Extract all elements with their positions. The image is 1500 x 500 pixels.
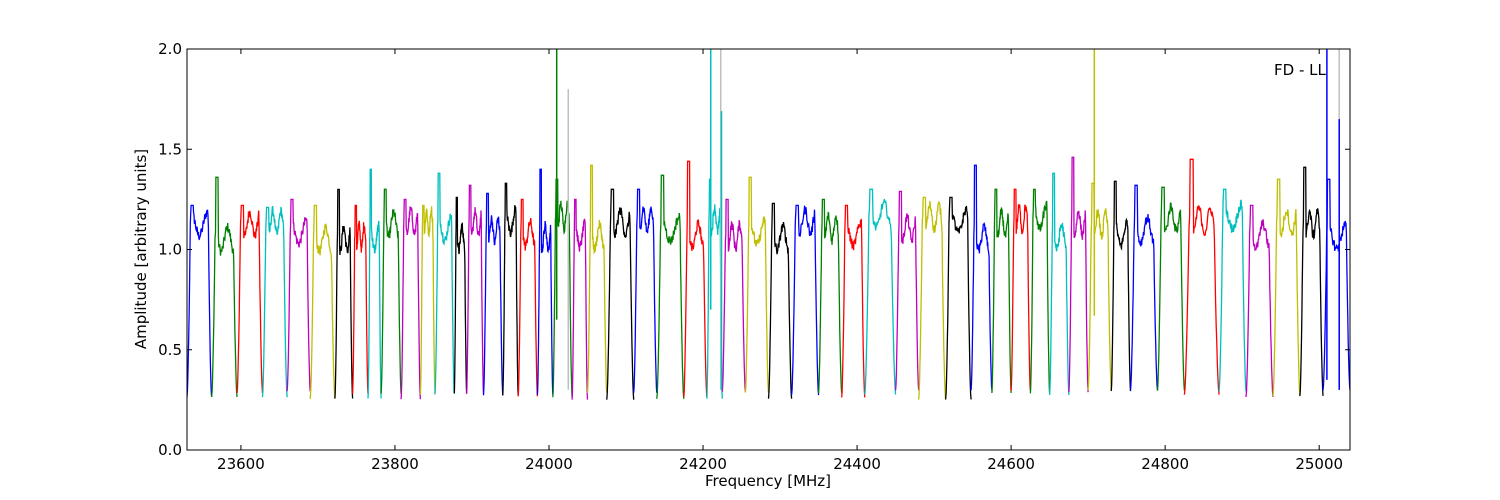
series-line	[502, 182, 519, 396]
series-line	[400, 198, 422, 400]
x-tick-label: 24000	[525, 455, 573, 473]
series-line	[465, 184, 485, 394]
x-tick-label: 23600	[217, 455, 265, 473]
series-line	[606, 188, 635, 400]
series-line	[286, 198, 311, 392]
series-line	[1087, 182, 1112, 391]
series-line	[482, 192, 504, 396]
series-line	[309, 204, 336, 399]
series-line	[1272, 178, 1301, 397]
series-line	[841, 204, 866, 398]
series-line	[656, 174, 685, 399]
series-line	[991, 188, 1012, 394]
x-axis: 23600 23800 24000 24200 24400 24600 24800 25000	[217, 49, 1343, 473]
y-tick-label: 0.0	[158, 441, 182, 459]
series-line	[351, 204, 369, 394]
series-line	[1299, 166, 1324, 396]
y-tick-label: 0.5	[158, 341, 182, 359]
series-line	[918, 196, 947, 400]
y-tick-label: 1.0	[158, 241, 182, 259]
series-line	[1010, 188, 1032, 392]
series-line	[1029, 188, 1051, 394]
series-line	[236, 204, 264, 394]
series-line	[367, 168, 382, 399]
series-line	[536, 168, 554, 395]
series-line	[1110, 180, 1132, 392]
series-line	[210, 176, 238, 398]
series-line	[744, 176, 770, 393]
series-line	[944, 196, 972, 400]
series-line	[380, 188, 402, 394]
series-line	[334, 188, 354, 399]
series-line	[1218, 188, 1247, 392]
annotation-label: FD - LL	[1274, 61, 1326, 79]
x-tick-label: 24400	[833, 455, 881, 473]
x-tick-label: 23800	[371, 455, 419, 473]
series-line	[261, 205, 288, 398]
series-line	[970, 164, 993, 391]
series-line	[721, 198, 747, 392]
series-line	[586, 164, 608, 393]
series-line	[1156, 186, 1186, 391]
y-axis: 0.0 0.5 1.0 1.5 2.0	[158, 40, 1350, 459]
series-line	[1048, 172, 1070, 396]
series-line	[517, 198, 539, 397]
series-line	[419, 204, 436, 395]
series-line	[767, 202, 793, 399]
series-line	[434, 172, 455, 394]
y-axis-label: Amplitude [arbitrary units]	[132, 149, 150, 349]
x-tick-label: 24600	[987, 455, 1035, 473]
series-line	[706, 178, 723, 399]
series-line	[633, 188, 658, 393]
series-line	[1068, 156, 1089, 393]
x-axis-label: Frequency [MHz]	[705, 472, 831, 490]
spike-layer	[555, 49, 1340, 390]
series-line	[817, 198, 843, 394]
x-tick-label: 24200	[679, 455, 727, 473]
series-line	[1183, 158, 1220, 395]
series-line	[683, 160, 708, 398]
series-line	[453, 196, 468, 394]
series-line	[790, 204, 820, 396]
x-tick-label: 25000	[1295, 455, 1343, 473]
y-tick-label: 2.0	[158, 40, 182, 58]
series-line	[187, 204, 213, 397]
series-line	[1129, 184, 1159, 391]
y-tick-label: 1.5	[158, 140, 182, 158]
series-line	[894, 190, 920, 391]
series-line	[864, 188, 897, 395]
x-tick-label: 24800	[1141, 455, 1189, 473]
series-line	[1245, 204, 1274, 398]
series-line	[571, 198, 589, 400]
